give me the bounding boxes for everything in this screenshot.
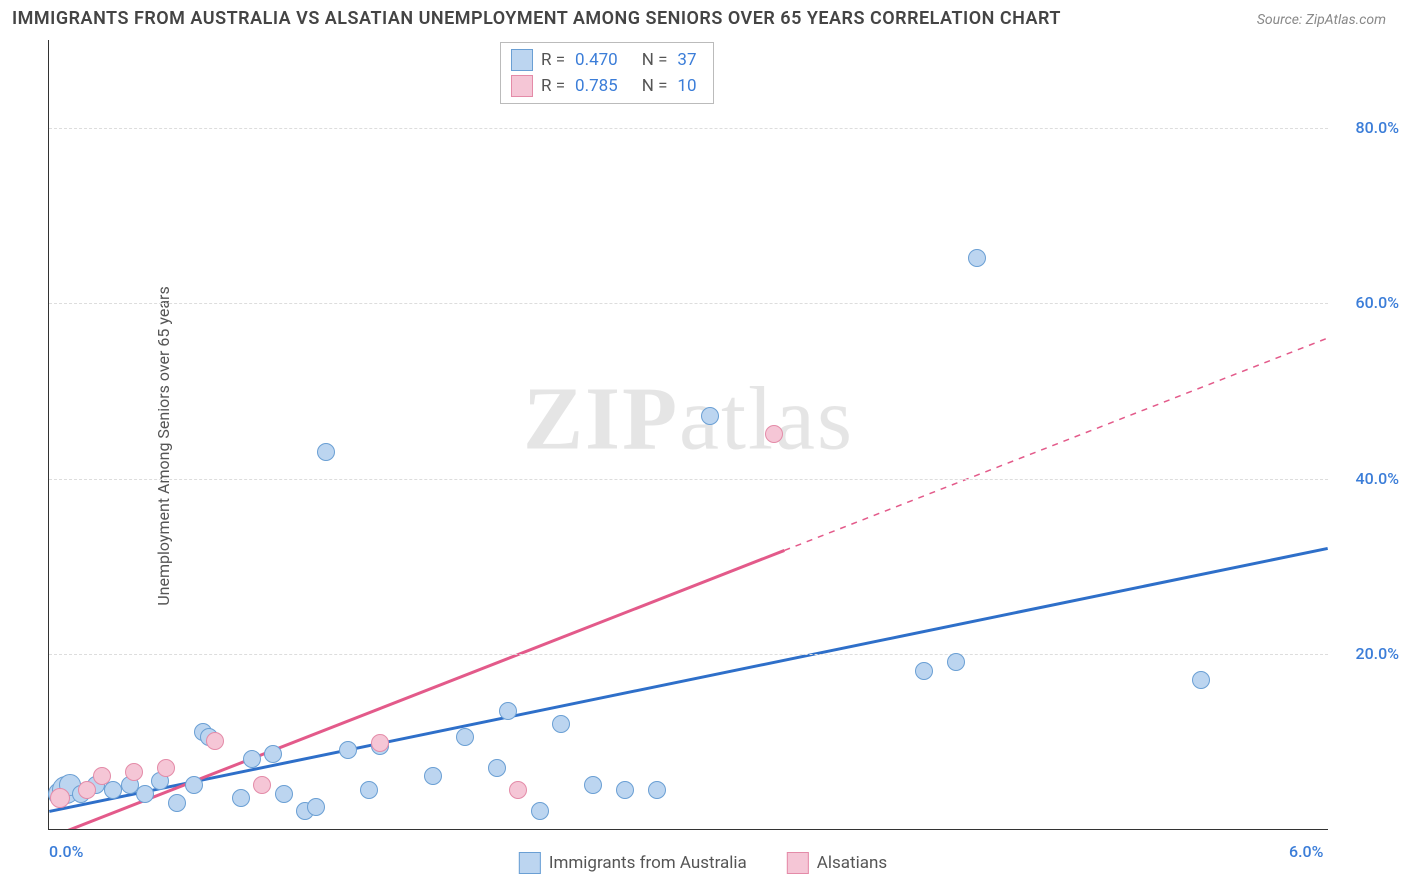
r-label: R =	[541, 76, 565, 96]
data-point-australia	[307, 798, 325, 816]
gridline	[49, 128, 1328, 129]
data-point-australia	[488, 759, 506, 777]
data-point-australia	[648, 781, 666, 799]
data-point-australia	[616, 781, 634, 799]
r-value: 0.785	[575, 76, 618, 96]
data-point-australia	[136, 785, 154, 803]
y-tick-label: 60.0%	[1339, 293, 1399, 312]
data-point-australia	[360, 781, 378, 799]
data-point-alsatians	[50, 788, 70, 808]
x-tick-label: 6.0%	[1289, 842, 1323, 861]
data-point-australia	[264, 745, 282, 763]
r-value: 0.470	[575, 50, 618, 70]
source-attribution: Source: ZipAtlas.com	[1257, 12, 1386, 28]
n-label: N =	[642, 76, 668, 96]
legend-item-australia: Immigrants from Australia	[519, 852, 747, 874]
legend-label: Immigrants from Australia	[549, 853, 747, 873]
data-point-australia	[499, 702, 517, 720]
data-point-australia	[915, 662, 933, 680]
y-tick-label: 20.0%	[1339, 644, 1399, 663]
swatch-alsatians	[511, 75, 533, 97]
data-point-australia	[232, 789, 250, 807]
data-point-australia	[701, 407, 719, 425]
data-point-alsatians	[253, 776, 271, 794]
data-point-alsatians	[78, 781, 96, 799]
data-point-australia	[584, 776, 602, 794]
data-point-alsatians	[206, 732, 224, 750]
data-point-australia	[968, 249, 986, 267]
data-point-australia	[168, 794, 186, 812]
gridline	[49, 479, 1328, 480]
plot-area: ZIPatlas 20.0%40.0%60.0%80.0%0.0%6.0%	[48, 40, 1328, 830]
correlation-legend: R = 0.470 N = 37 R = 0.785 N = 10	[500, 42, 714, 104]
data-point-australia	[531, 802, 549, 820]
swatch-australia	[511, 49, 533, 71]
y-tick-label: 80.0%	[1339, 118, 1399, 137]
chart-title: IMMIGRANTS FROM AUSTRALIA VS ALSATIAN UN…	[12, 8, 1061, 29]
data-point-australia	[185, 776, 203, 794]
data-point-australia	[317, 443, 335, 461]
watermark: ZIPatlas	[523, 367, 854, 470]
data-point-australia	[339, 741, 357, 759]
correlation-row-alsatians: R = 0.785 N = 10	[511, 73, 703, 99]
series-legend: Immigrants from Australia Alsatians	[519, 852, 887, 874]
legend-label: Alsatians	[817, 853, 887, 873]
n-value: 10	[677, 76, 696, 96]
source-value: ZipAtlas.com	[1306, 12, 1386, 28]
data-point-australia	[424, 767, 442, 785]
gridline	[49, 303, 1328, 304]
correlation-row-australia: R = 0.470 N = 37	[511, 47, 703, 73]
legend-item-alsatians: Alsatians	[787, 852, 887, 874]
data-point-alsatians	[125, 763, 143, 781]
y-tick-label: 40.0%	[1339, 469, 1399, 488]
data-point-australia	[243, 750, 261, 768]
data-point-alsatians	[765, 425, 783, 443]
data-point-alsatians	[371, 734, 389, 752]
n-value: 37	[677, 50, 696, 70]
legend-swatch-australia	[519, 852, 541, 874]
x-tick-label: 0.0%	[49, 842, 83, 861]
data-point-australia	[552, 715, 570, 733]
watermark-left: ZIP	[523, 369, 679, 468]
data-point-australia	[1192, 671, 1210, 689]
data-point-australia	[456, 728, 474, 746]
data-point-australia	[275, 785, 293, 803]
data-point-alsatians	[509, 781, 527, 799]
gridline	[49, 654, 1328, 655]
r-label: R =	[541, 50, 565, 70]
data-point-alsatians	[93, 767, 111, 785]
regression-line-dashed-alsatians	[784, 338, 1327, 550]
source-label: Source:	[1257, 12, 1302, 28]
data-point-alsatians	[157, 759, 175, 777]
legend-swatch-alsatians	[787, 852, 809, 874]
n-label: N =	[642, 50, 668, 70]
regression-line-australia	[49, 548, 1327, 811]
regression-lines	[49, 40, 1328, 829]
data-point-australia	[947, 653, 965, 671]
